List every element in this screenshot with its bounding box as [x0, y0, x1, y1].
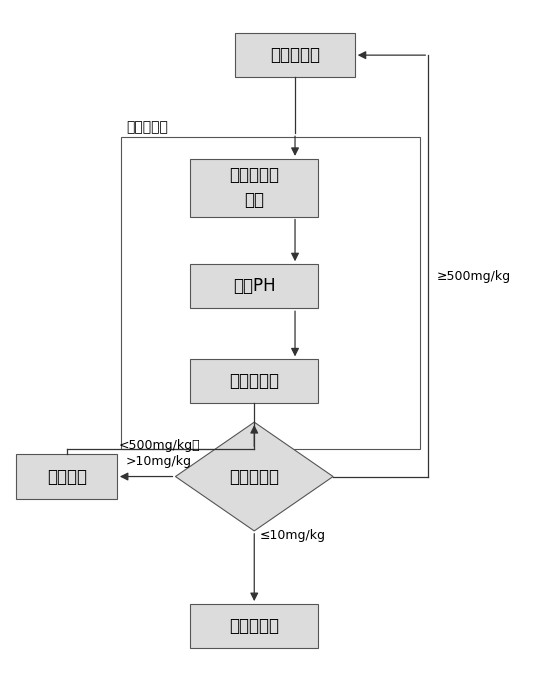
Text: 收割蜈蚣草: 收割蜈蚣草: [229, 617, 279, 635]
FancyBboxPatch shape: [190, 264, 318, 308]
Polygon shape: [176, 422, 333, 531]
Text: 检测砷浓度: 检测砷浓度: [229, 468, 279, 486]
Text: ≥500mg/kg: ≥500mg/kg: [437, 270, 511, 283]
FancyBboxPatch shape: [17, 455, 117, 499]
Text: 移栽蜈蚣草: 移栽蜈蚣草: [270, 46, 320, 64]
Text: 调节PH: 调节PH: [233, 277, 275, 295]
FancyBboxPatch shape: [190, 604, 318, 648]
Text: 电化学修复: 电化学修复: [126, 120, 168, 135]
Text: ≤10mg/kg: ≤10mg/kg: [259, 529, 326, 542]
FancyBboxPatch shape: [190, 159, 318, 217]
Text: 自然修复: 自然修复: [47, 468, 87, 486]
Text: 喷淋表面活
性剂: 喷淋表面活 性剂: [229, 166, 279, 209]
FancyBboxPatch shape: [190, 359, 318, 403]
Text: 收割蜈蚣草: 收割蜈蚣草: [229, 372, 279, 390]
FancyBboxPatch shape: [235, 33, 355, 77]
Text: <500mg/kg且
>10mg/kg: <500mg/kg且 >10mg/kg: [118, 439, 200, 468]
